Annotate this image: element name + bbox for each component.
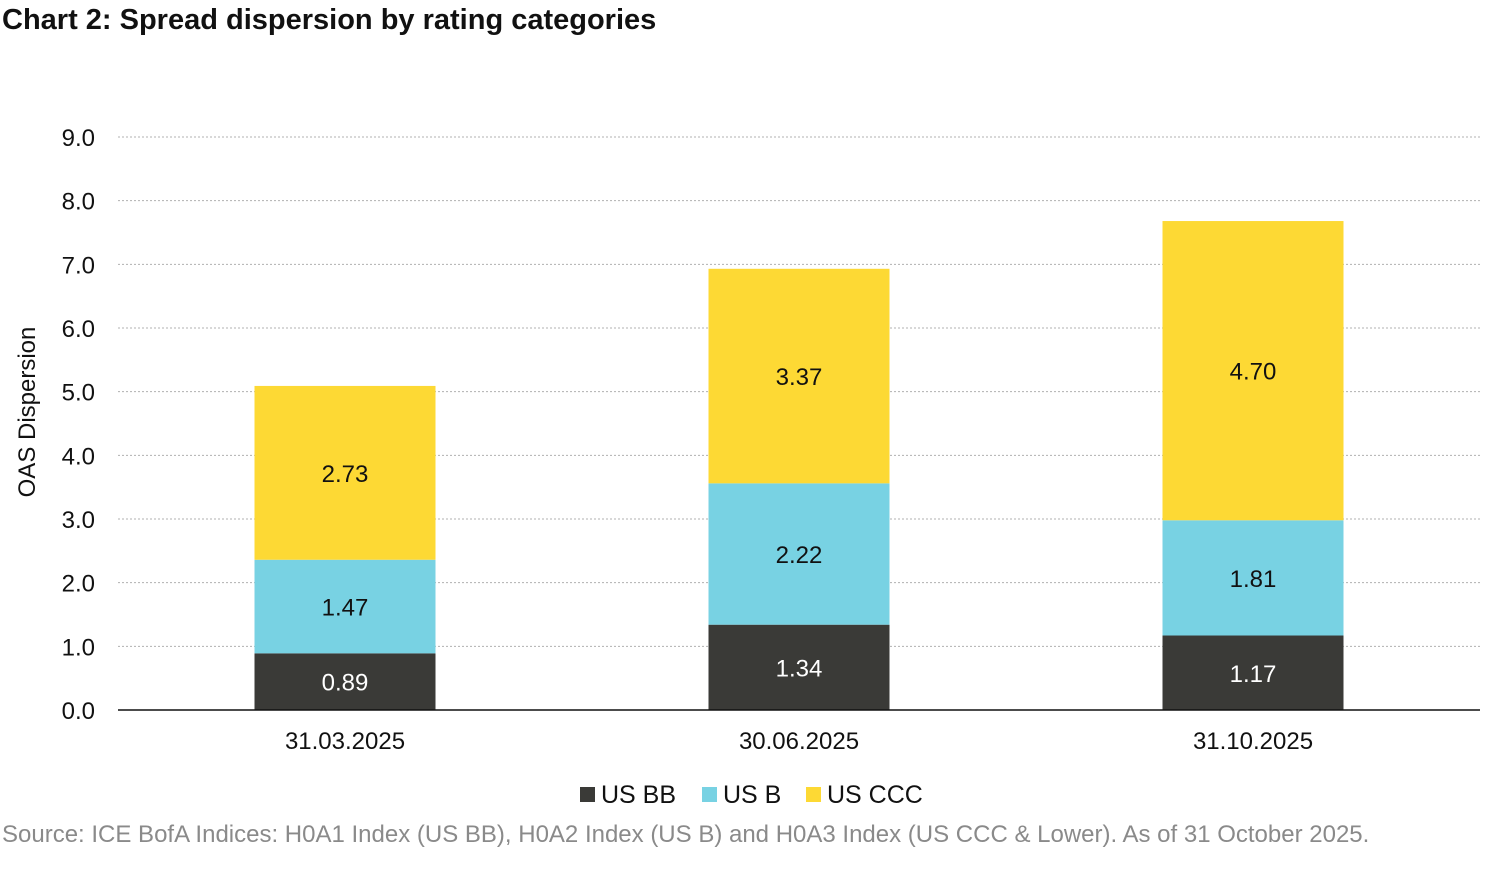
bar-segment-us-b (708, 483, 890, 625)
source-note: Source: ICE BofA Indices: H0A1 Index (US… (2, 821, 1370, 848)
y-tick-label: 1.0 (62, 634, 95, 661)
bar-segment-us-bb (708, 624, 890, 710)
y-tick-label: 5.0 (62, 380, 95, 407)
data-label: 2.73 (322, 461, 369, 488)
legend-swatch-us-b (702, 787, 717, 802)
y-axis-label: OAS Dispersion (14, 327, 41, 498)
legend-label: US BB (601, 781, 676, 809)
chart-title: Chart 2: Spread dispersion by rating cat… (2, 4, 657, 36)
data-label: 1.34 (776, 655, 823, 682)
y-tick-label: 0.0 (62, 698, 95, 725)
data-label: 1.17 (1230, 661, 1277, 688)
x-tick-label: 31.10.2025 (1193, 728, 1313, 755)
bar-segment-us-ccc (254, 385, 436, 560)
y-tick-label: 3.0 (62, 507, 95, 534)
bar-segment-us-bb (254, 653, 436, 710)
y-tick-label: 9.0 (62, 125, 95, 152)
legend-swatch-us-bb (580, 787, 595, 802)
bar-segment-us-b (254, 559, 436, 654)
data-label: 4.70 (1230, 359, 1277, 386)
bar-segment-us-bb (1162, 635, 1344, 710)
legend-label: US B (723, 781, 781, 809)
y-tick-label: 7.0 (62, 252, 95, 279)
bar-segment-us-b (1162, 520, 1344, 636)
y-tick-label: 4.0 (62, 443, 95, 470)
legend-swatch-us-ccc (806, 787, 821, 802)
x-tick-label: 31.03.2025 (285, 728, 405, 755)
data-label: 0.89 (322, 670, 369, 697)
y-tick-label: 8.0 (62, 189, 95, 216)
data-label: 3.37 (776, 364, 823, 391)
y-tick-label: 2.0 (62, 571, 95, 598)
bar-segment-us-ccc (1162, 221, 1344, 521)
data-label: 1.47 (322, 595, 369, 622)
x-tick-label: 30.06.2025 (739, 728, 859, 755)
legend-label: US CCC (827, 781, 923, 809)
data-label: 2.22 (776, 542, 823, 569)
bar-segment-us-ccc (708, 268, 890, 484)
data-label: 1.81 (1230, 566, 1277, 593)
y-tick-label: 6.0 (62, 316, 95, 343)
